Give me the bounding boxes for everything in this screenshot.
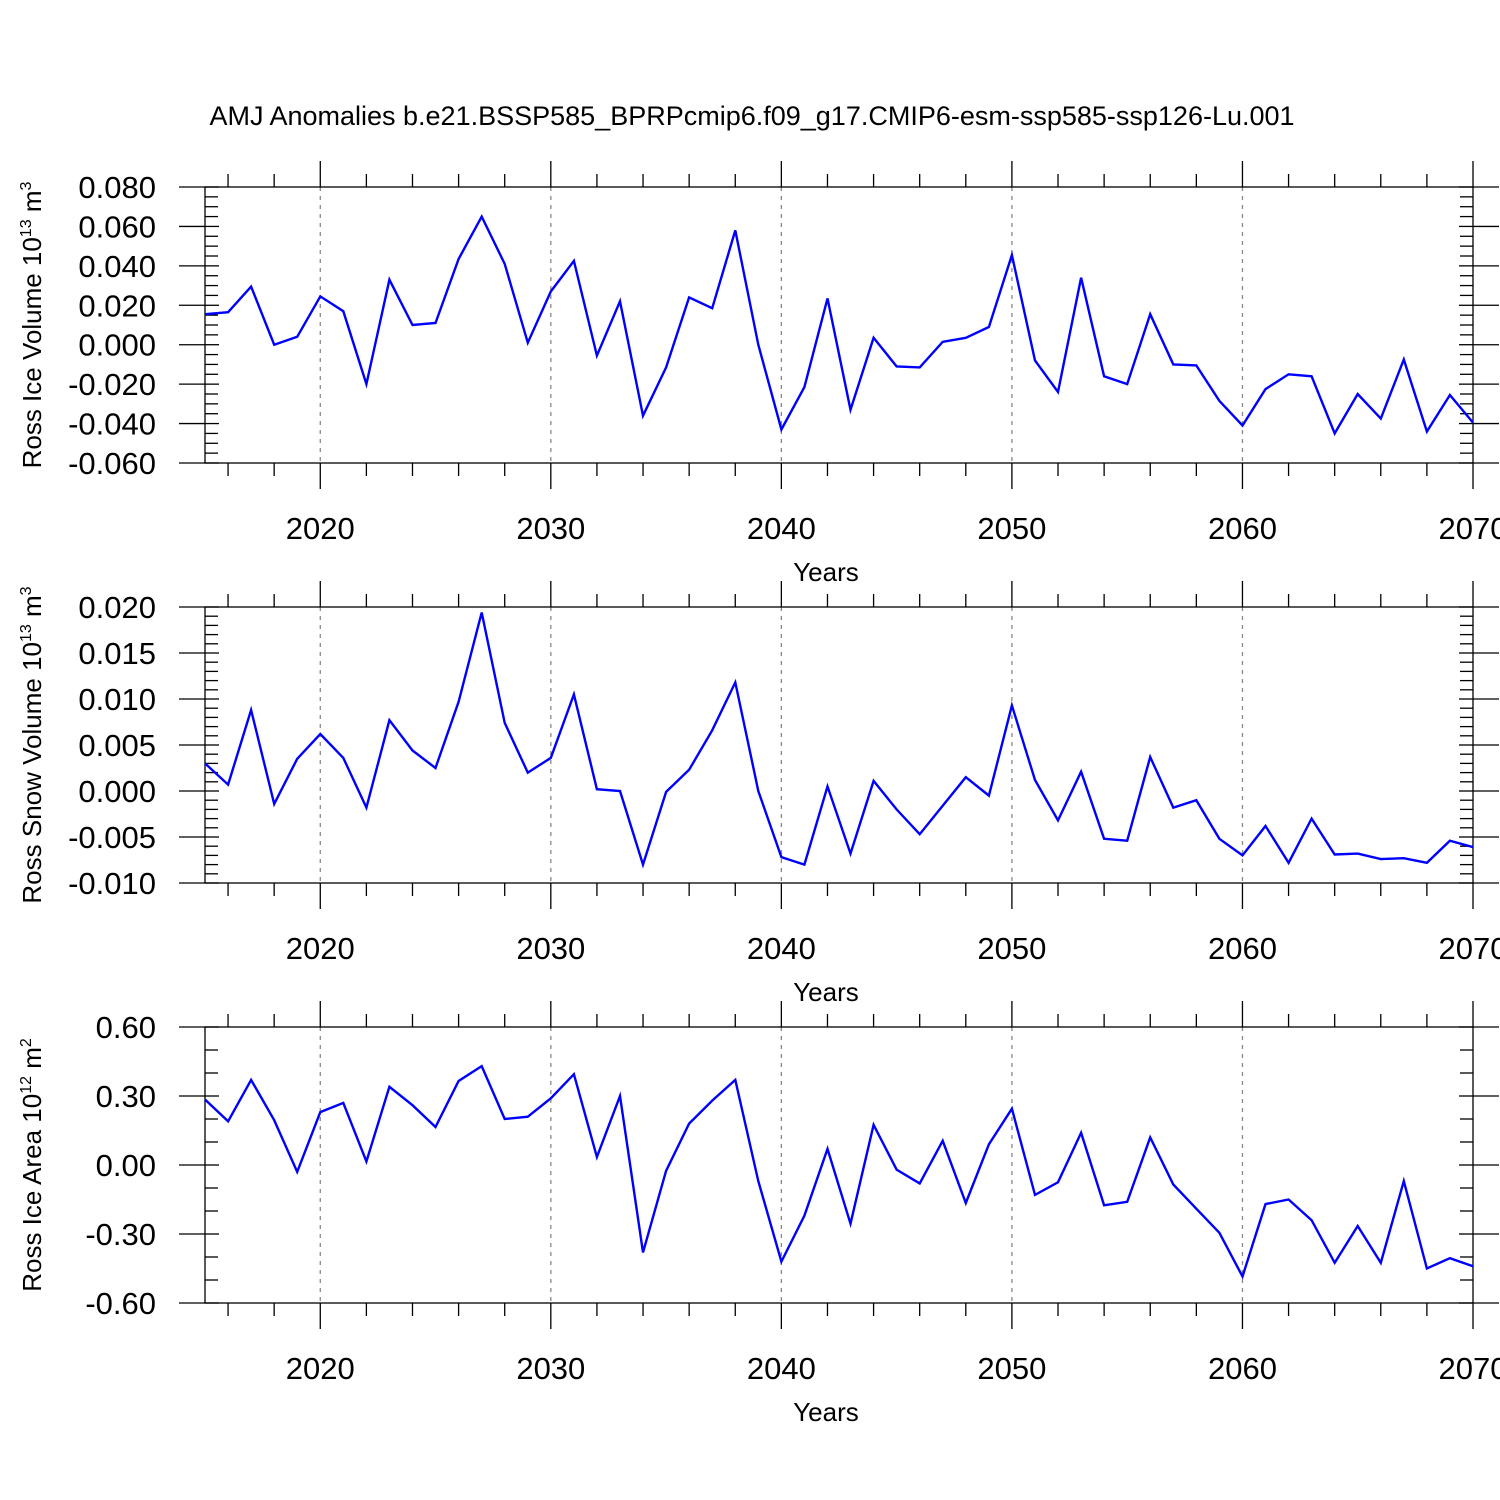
y-tick-label: 0.00 (96, 1148, 156, 1183)
x-tick-label: 2050 (977, 511, 1046, 546)
y-tick-label: 0.015 (78, 636, 156, 671)
plot-frame (204, 606, 1474, 884)
y-tick-label: 0.000 (78, 774, 156, 809)
y-tick-label: 0.30 (96, 1079, 156, 1114)
plot-frame (204, 186, 1474, 464)
x-tick-label: 2060 (1208, 511, 1277, 546)
x-tick-label: 2070 (1439, 1351, 1500, 1386)
y-tick-label: 0.005 (78, 728, 156, 763)
y-axis-label-text: Ross Ice Area 10 (17, 1094, 47, 1292)
y-tick-label: -0.040 (68, 407, 156, 442)
x-tick-label: 2060 (1208, 931, 1277, 966)
y-axis-label-exponent: 13 (18, 219, 35, 237)
y-tick-label: 0.060 (78, 209, 156, 244)
x-tick-label: 2070 (1439, 931, 1500, 966)
x-axis-label: Years (793, 977, 859, 1007)
y-tick-label: -0.020 (68, 367, 156, 402)
y-axis-label-exponent: 13 (18, 624, 35, 642)
x-tick-label: 2040 (747, 931, 816, 966)
x-tick-label: 2020 (286, 1351, 355, 1386)
y-tick-label: 0.080 (78, 170, 156, 205)
y-tick-label: 0.010 (78, 682, 156, 717)
y-tick-label: 0.020 (78, 590, 156, 625)
figure-title: AMJ Anomalies b.e21.BSSP585_BPRPcmip6.f0… (209, 101, 1294, 131)
y-tick-label: -0.005 (68, 820, 156, 855)
x-tick-label: 2050 (977, 931, 1046, 966)
x-tick-label: 2040 (747, 1351, 816, 1386)
x-tick-label: 2020 (286, 931, 355, 966)
y-tick-label: 0.040 (78, 249, 156, 284)
series-line (204, 612, 1474, 869)
x-tick-label: 2030 (516, 1351, 585, 1386)
y-tick-label: -0.30 (85, 1217, 156, 1252)
y-tick-label: 0.020 (78, 288, 156, 323)
x-tick-label: 2030 (516, 511, 585, 546)
series-line (204, 1064, 1474, 1280)
y-axis-label-exponent: 12 (18, 1076, 35, 1094)
chart-panel-1: -0.060 -0.040 -0.020 0.000 0.020 0.040 0.060 0.… (17, 161, 1500, 587)
chart-panel-3: -0.60 -0.30 0.00 0.30 0.60 2020 2030 2040 2050 20… (17, 1001, 1500, 1427)
y-axis-label-unit-exponent: 2 (18, 1038, 35, 1047)
y-tick-label: 0.000 (78, 328, 156, 363)
x-tick-label: 2050 (977, 1351, 1046, 1386)
y-axis-label-unit-exponent: 3 (18, 181, 35, 190)
x-tick-label: 2060 (1208, 1351, 1277, 1386)
y-axis-label-unit: m (17, 595, 47, 624)
x-axis-label: Years (793, 1397, 859, 1427)
y-tick-label: -0.010 (68, 866, 156, 901)
series-line (204, 213, 1474, 437)
y-axis-label-unit: m (17, 1047, 47, 1076)
chart-panel-2: -0.010 -0.005 0.000 0.005 0.010 0.015 0.020 202… (17, 581, 1500, 1007)
y-tick-label: 0.60 (96, 1010, 156, 1045)
y-axis-label-unit-exponent: 3 (18, 586, 35, 595)
y-axis-label: Ross Snow Volume 1013 m3 (17, 586, 47, 903)
x-axis-label: Years (793, 557, 859, 587)
y-axis-label-text: Ross Snow Volume 10 (17, 642, 47, 904)
plot-frame (204, 1026, 1474, 1304)
y-axis-label-unit: m (17, 190, 47, 219)
x-tick-label: 2070 (1439, 511, 1500, 546)
y-axis-label-text: Ross Ice Volume 10 (17, 237, 47, 468)
x-tick-label: 2030 (516, 931, 585, 966)
y-tick-label: -0.60 (85, 1286, 156, 1321)
y-axis-label: Ross Ice Volume 1013 m3 (17, 181, 47, 468)
x-tick-label: 2020 (286, 511, 355, 546)
y-axis-label: Ross Ice Area 1012 m2 (17, 1038, 47, 1292)
x-tick-label: 2040 (747, 511, 816, 546)
panels: -0.060 -0.040 -0.020 0.000 0.020 0.040 0.060 0.… (17, 161, 1500, 1427)
y-tick-label: -0.060 (68, 446, 156, 481)
